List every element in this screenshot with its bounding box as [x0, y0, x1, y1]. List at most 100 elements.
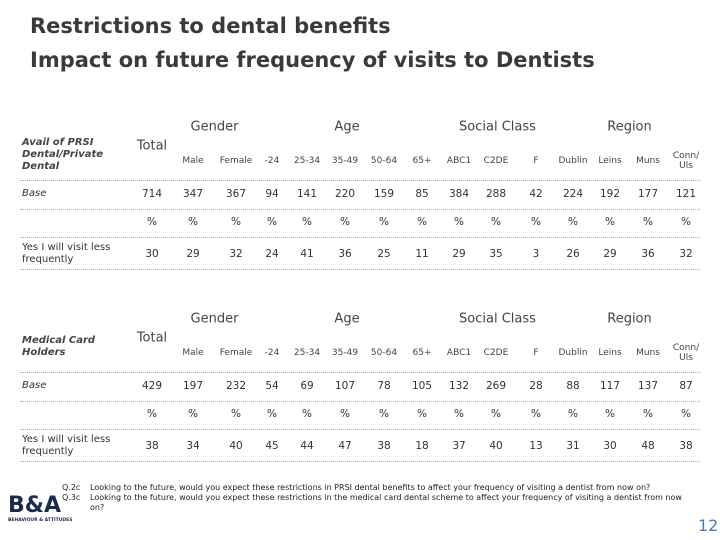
group-header: Age [334, 119, 360, 135]
column-header: -24 [264, 156, 280, 166]
column-header: Female [219, 348, 253, 358]
cell-value: % [379, 216, 389, 228]
cell-value: % [454, 408, 464, 420]
cell-value: 384 [448, 188, 470, 200]
row-label: Yes I will visit less frequently [22, 434, 111, 457]
cell-value: 47 [338, 440, 352, 452]
total-header: Total [136, 138, 168, 154]
cell-value: 29 [603, 248, 617, 260]
row-label: Yes I will visit less frequently [22, 242, 111, 265]
column-header: Male [182, 156, 204, 166]
group-header: Region [607, 119, 652, 135]
cell-value: % [340, 216, 350, 228]
cell-value: 159 [373, 188, 395, 200]
cell-value: 32 [229, 248, 243, 260]
cell-value: 121 [675, 188, 697, 200]
cell-value: % [454, 216, 464, 228]
column-header: -24 [264, 348, 280, 358]
separator [20, 237, 700, 238]
column-header: 50-64 [370, 348, 398, 358]
cell-value: 34 [186, 440, 200, 452]
group-header: Age [334, 311, 360, 327]
cell-value: 88 [566, 380, 580, 392]
cell-value: 78 [377, 380, 391, 392]
row-label: Base [22, 380, 47, 391]
cell-value: % [491, 216, 501, 228]
column-header: Conn/ Uls [672, 343, 700, 363]
group-header: Gender [190, 311, 239, 327]
total-header: Total [136, 330, 168, 346]
cell-value: 38 [679, 440, 693, 452]
cell-value: % [531, 408, 541, 420]
table-label: Medical Card Holders [22, 335, 96, 358]
cell-value: 85 [415, 188, 429, 200]
cell-value: 40 [489, 440, 503, 452]
cell-value: 38 [377, 440, 391, 452]
cell-value: 94 [265, 188, 279, 200]
cell-value: 44 [300, 440, 314, 452]
cell-value: 29 [452, 248, 466, 260]
logo: B&A BEHAVIOUR & ATTITUDES [8, 493, 72, 536]
cell-value: % [568, 216, 578, 228]
subtitle: Impact on future frequency of visits to … [30, 48, 595, 72]
column-header: 25-34 [293, 156, 321, 166]
cell-value: 48 [641, 440, 655, 452]
cell-value: 141 [296, 188, 318, 200]
cell-value: 288 [485, 188, 507, 200]
cell-value: 714 [141, 188, 163, 200]
cell-value: % [188, 408, 198, 420]
cell-value: 30 [145, 248, 159, 260]
cell-value: % [417, 216, 427, 228]
cell-value: 197 [182, 380, 204, 392]
separator [20, 209, 700, 210]
cell-value: % [643, 216, 653, 228]
cell-value: % [491, 408, 501, 420]
cell-value: 347 [182, 188, 204, 200]
cell-value: % [681, 216, 691, 228]
column-header: 35-49 [331, 156, 359, 166]
question-code: Q.2c [62, 483, 81, 492]
question-text: Looking to the future, would you expect … [90, 493, 682, 512]
cell-value: 269 [485, 380, 507, 392]
cell-value: 11 [415, 248, 429, 260]
question-text: Looking to the future, would you expect … [90, 483, 651, 492]
cell-value: % [267, 216, 277, 228]
cell-value: % [147, 408, 157, 420]
column-header: 65+ [412, 348, 432, 358]
column-header: F [533, 156, 539, 166]
cell-value: % [340, 408, 350, 420]
logo-text: B&A [8, 493, 61, 518]
page-number: 12 [698, 516, 719, 535]
cell-value: 137 [637, 380, 659, 392]
column-header: ABC1 [446, 348, 472, 358]
column-header: Muns [636, 348, 660, 358]
group-header: Social Class [459, 119, 536, 135]
cell-value: % [302, 216, 312, 228]
cell-value: 36 [641, 248, 655, 260]
column-header: Dublin [558, 156, 588, 166]
column-header: Female [219, 156, 253, 166]
column-header: Dublin [558, 348, 588, 358]
cell-value: % [643, 408, 653, 420]
group-header: Gender [190, 119, 239, 135]
cell-value: 42 [529, 188, 543, 200]
column-header: F [533, 348, 539, 358]
cell-value: 192 [599, 188, 621, 200]
cell-value: % [231, 408, 241, 420]
column-header: C2DE [483, 348, 509, 358]
column-header: Leins [598, 156, 622, 166]
cell-value: % [568, 408, 578, 420]
separator [20, 461, 700, 462]
cell-value: 224 [562, 188, 584, 200]
cell-value: % [379, 408, 389, 420]
column-header: Leins [598, 348, 622, 358]
cell-value: % [605, 408, 615, 420]
group-header: Region [607, 311, 652, 327]
cell-value: 25 [377, 248, 391, 260]
cell-value: 32 [679, 248, 693, 260]
cell-value: 26 [566, 248, 580, 260]
cell-value: 105 [411, 380, 433, 392]
cell-value: 232 [225, 380, 247, 392]
cell-value: 429 [141, 380, 163, 392]
